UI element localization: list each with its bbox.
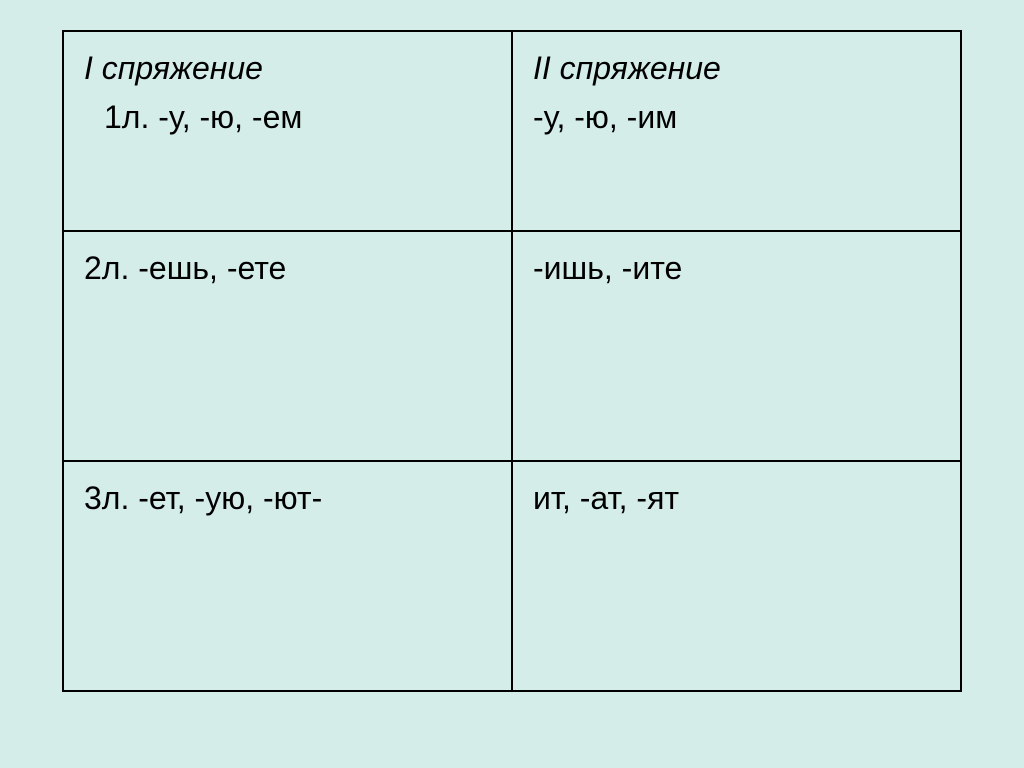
conjugation-table: I спряжение 1л. -у, -ю, -ем II спряжение… (62, 30, 962, 692)
cell-row3-col1: 3л. -ет, -ую, -ют- (63, 461, 512, 691)
conjugation-2-person1-endings: -у, -ю, -им (533, 99, 940, 136)
table-row: I спряжение 1л. -у, -ю, -ем II спряжение… (63, 31, 961, 231)
cell-row3-col2: ит, -ат, -ят (512, 461, 961, 691)
cell-row1-col1: I спряжение 1л. -у, -ю, -ем (63, 31, 512, 231)
conjugation-2-header: II спряжение (533, 50, 940, 87)
cell-row2-col2: -ишь, -ите (512, 231, 961, 461)
table-row: 3л. -ет, -ую, -ют- ит, -ат, -ят (63, 461, 961, 691)
cell-row2-col1: 2л. -ешь, -ете (63, 231, 512, 461)
table-row: 2л. -ешь, -ете -ишь, -ите (63, 231, 961, 461)
cell-row1-col2: II спряжение -у, -ю, -им (512, 31, 961, 231)
conjugation-1-person1-endings: 1л. -у, -ю, -ем (84, 99, 491, 136)
conjugation-1-header: I спряжение (84, 50, 491, 87)
conjugation-1-person3-endings: 3л. -ет, -ую, -ют- (84, 480, 322, 516)
conjugation-2-person3-endings: ит, -ат, -ят (533, 480, 679, 516)
conjugation-1-person2-endings: 2л. -ешь, -ете (84, 250, 286, 286)
conjugation-table-container: I спряжение 1л. -у, -ю, -ем II спряжение… (62, 30, 962, 692)
conjugation-2-person2-endings: -ишь, -ите (533, 250, 682, 286)
